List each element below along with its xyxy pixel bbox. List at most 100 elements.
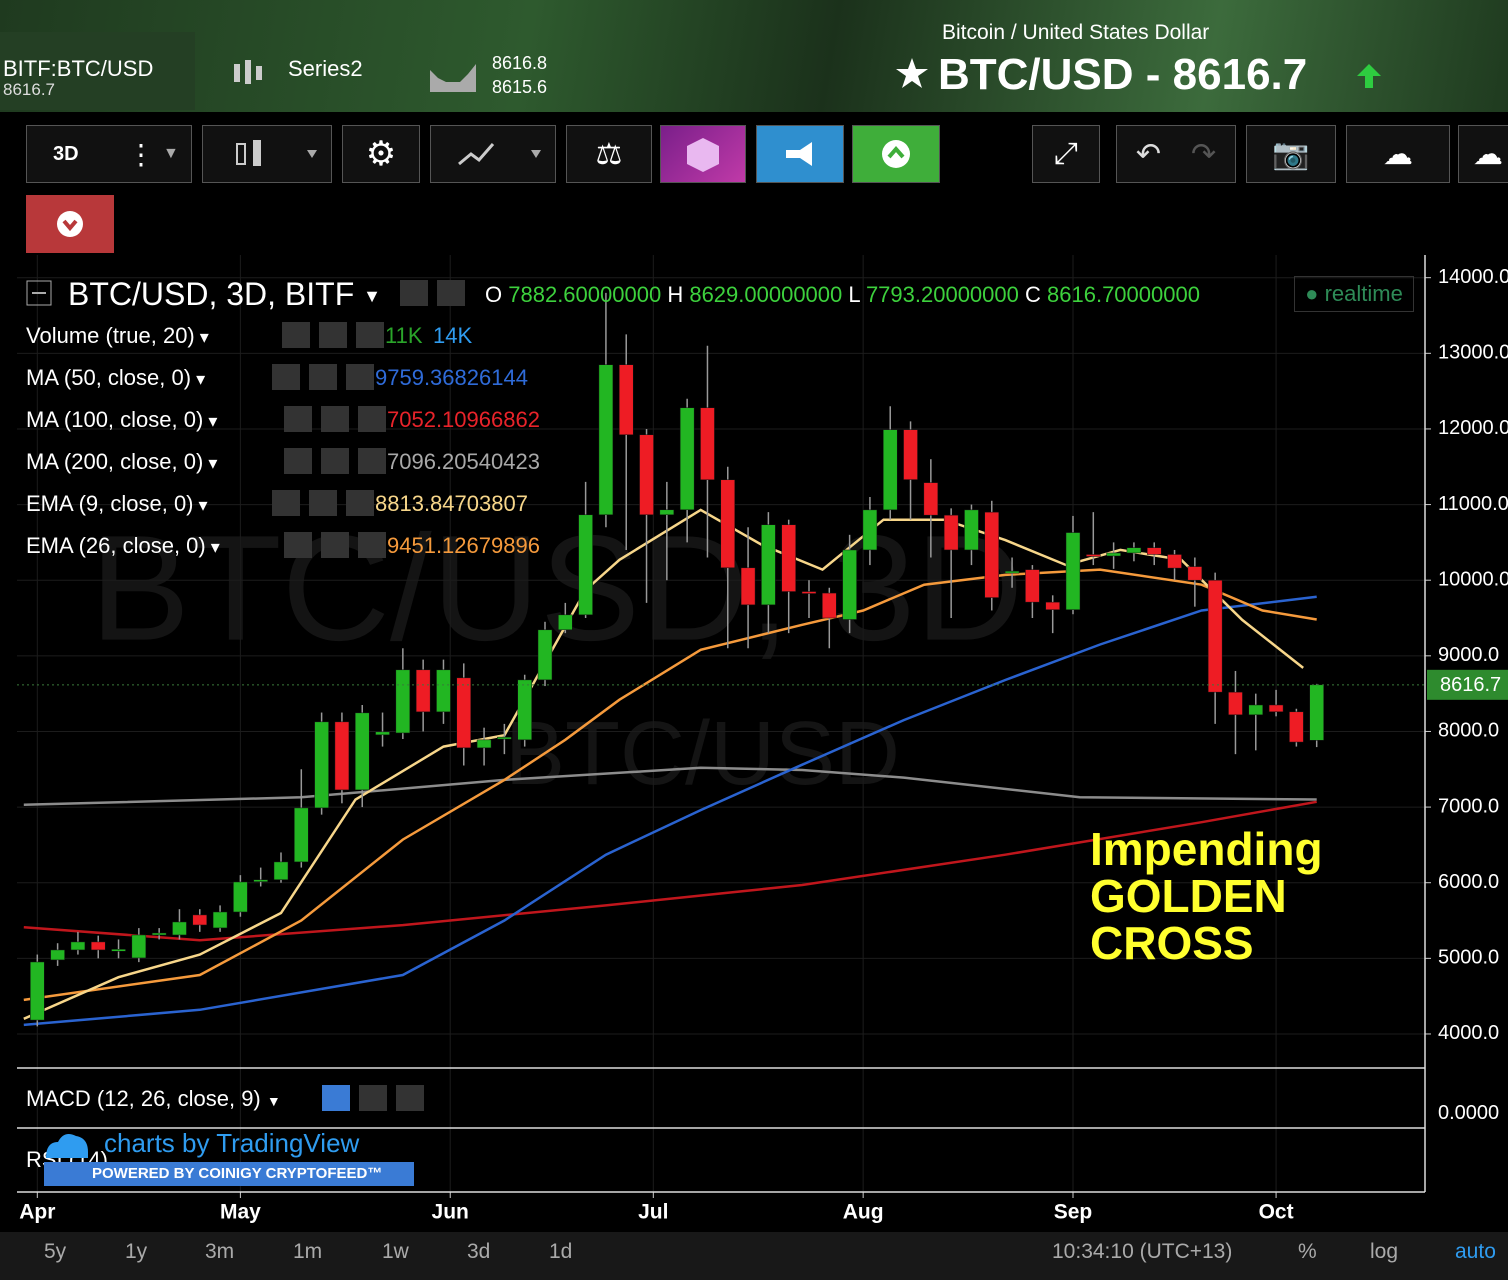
indicator-row[interactable]: Volume (true, 20) ▾ — [26, 321, 209, 351]
upload-button[interactable]: ☁ — [1458, 125, 1508, 183]
l-value: 7793.20000000 — [865, 282, 1019, 307]
y-tick-label: 4000.0 — [1438, 1022, 1499, 1044]
percent-toggle[interactable]: % — [1298, 1240, 1317, 1263]
candle-body — [720, 479, 736, 569]
x-tick-label: Apr — [19, 1201, 55, 1224]
dropdown-arrow[interactable]: ▾ — [203, 453, 218, 473]
indicator-row[interactable]: EMA (26, close, 0) ▾ — [26, 531, 220, 561]
indicators-button[interactable] — [430, 125, 556, 183]
indicator-line — [23, 595, 1317, 1027]
l-label: L — [848, 282, 860, 307]
indicator-value: 7096.20540423 — [387, 449, 540, 474]
cube-button[interactable] — [660, 125, 746, 183]
range-button[interactable]: 3d — [467, 1240, 491, 1263]
indicator-row[interactable]: MA (100, close, 0) ▾ — [26, 405, 217, 435]
symbol: BITF:BTC/USD — [3, 56, 154, 81]
compare-button[interactable]: ⚖ — [566, 125, 652, 183]
candle-body — [212, 911, 228, 929]
collapse-button[interactable] — [852, 125, 940, 183]
expand-button[interactable] — [26, 195, 114, 253]
settings-button[interactable]: ⚙ — [342, 125, 420, 183]
indicator-value: 9759.36826144 — [375, 365, 528, 390]
h-value: 8629.00000000 — [689, 282, 843, 307]
dropdown-arrow[interactable]: ▾ — [203, 411, 218, 431]
indicator-row[interactable]: EMA (9, close, 0) ▾ — [26, 489, 208, 519]
candle-body — [679, 407, 695, 511]
symbol-box[interactable]: BITF:BTC/USD 8616.7 — [0, 32, 195, 110]
header — [0, 0, 1508, 112]
collapse-legend[interactable] — [26, 280, 52, 306]
dropdown-arrow[interactable]: ▾ — [205, 537, 220, 557]
macd-name: MACD (12, 26, close, 9) — [26, 1086, 261, 1111]
credit[interactable]: charts by TradingView — [104, 1128, 360, 1158]
candle-body — [253, 879, 268, 882]
chart-type-button[interactable] — [202, 125, 332, 183]
snapshot-button[interactable]: 📷 — [1246, 125, 1336, 183]
range-button[interactable]: 1y — [125, 1240, 148, 1263]
star[interactable] — [895, 56, 929, 90]
annotation-line: CROSS — [1090, 917, 1254, 969]
candle-body — [233, 881, 248, 913]
range-button[interactable]: 3m — [205, 1240, 235, 1263]
last-price-tag — [1427, 669, 1508, 700]
undo-redo[interactable]: ↶ ↷ — [1116, 125, 1236, 183]
interval-button[interactable]: 3D ⋮ ▼ — [26, 125, 192, 183]
candle-body — [50, 949, 65, 961]
auto-toggle[interactable]: auto — [1455, 1240, 1496, 1263]
macd-label[interactable]: MACD (12, 26, close, 9) ▼ — [26, 1086, 281, 1111]
macd-icons — [322, 1085, 424, 1116]
candle-body — [700, 407, 715, 481]
symbol-price: 8616.7 — [3, 80, 55, 99]
dropdown-arrow[interactable]: ▾ — [193, 495, 208, 515]
candle-body — [30, 961, 45, 1021]
candle-body — [172, 921, 187, 936]
candle-body — [1187, 566, 1203, 581]
fullscreen-button[interactable]: ⤢ — [1032, 125, 1100, 183]
range-button[interactable]: 1w — [382, 1240, 409, 1263]
candle-body — [1309, 684, 1324, 741]
indicator-icons — [284, 532, 395, 558]
h-label: H — [667, 282, 684, 307]
realtime-badge[interactable]: ● realtime — [1294, 276, 1414, 312]
indicator-value: 11K — [385, 323, 423, 348]
range-button[interactable]: 1m — [293, 1240, 323, 1263]
y-tick-label: 13000.0 — [1438, 342, 1508, 364]
candles-icon — [234, 60, 262, 84]
candle-body — [1207, 579, 1223, 693]
indicator-icons — [272, 364, 383, 390]
y-tick-label: 14000.0 — [1438, 266, 1508, 288]
bid: 8616.8 — [492, 53, 548, 73]
candle-body — [1106, 552, 1121, 557]
log-toggle[interactable]: log — [1370, 1240, 1399, 1263]
x-tick-label: Oct — [1259, 1201, 1294, 1224]
candle-body — [354, 712, 370, 791]
dropdown-arrow[interactable]: ▾ — [191, 369, 206, 389]
download-button[interactable]: ☁ — [1346, 125, 1450, 183]
ask: 8615.6 — [492, 77, 548, 97]
candle-body — [822, 592, 837, 619]
candle-body — [1086, 554, 1101, 557]
announce-button[interactable] — [756, 125, 844, 183]
realtime: realtime — [1324, 281, 1403, 306]
range-button[interactable]: 1d — [549, 1240, 573, 1263]
indicator-value: 8813.84703807 — [375, 491, 528, 516]
legend-title[interactable]: BTC/USD, 3D, BITF ▼ — [68, 276, 381, 312]
indicator-icons — [284, 448, 395, 474]
c-label: C — [1025, 282, 1041, 307]
candle-body — [273, 861, 289, 880]
indicator-row[interactable]: MA (200, close, 0) ▾ — [26, 447, 217, 477]
candle-body — [1167, 554, 1182, 569]
y-tick-label: 10000.0 — [1438, 568, 1508, 590]
candle-body — [70, 941, 86, 951]
indicator-value: 7052.10966862 — [387, 407, 540, 432]
candle-body — [1065, 532, 1081, 610]
dropdown-arrow[interactable]: ▾ — [194, 327, 209, 347]
candle-body — [456, 677, 472, 749]
o-value: 7882.60000000 — [508, 282, 662, 307]
indicator-row[interactable]: MA (50, close, 0) ▾ — [26, 363, 205, 393]
x-tick-label: Jun — [432, 1201, 469, 1224]
candle-body — [1126, 547, 1142, 554]
range-button[interactable]: 5y — [44, 1240, 67, 1263]
watermark: BTC/USD — [505, 704, 900, 804]
